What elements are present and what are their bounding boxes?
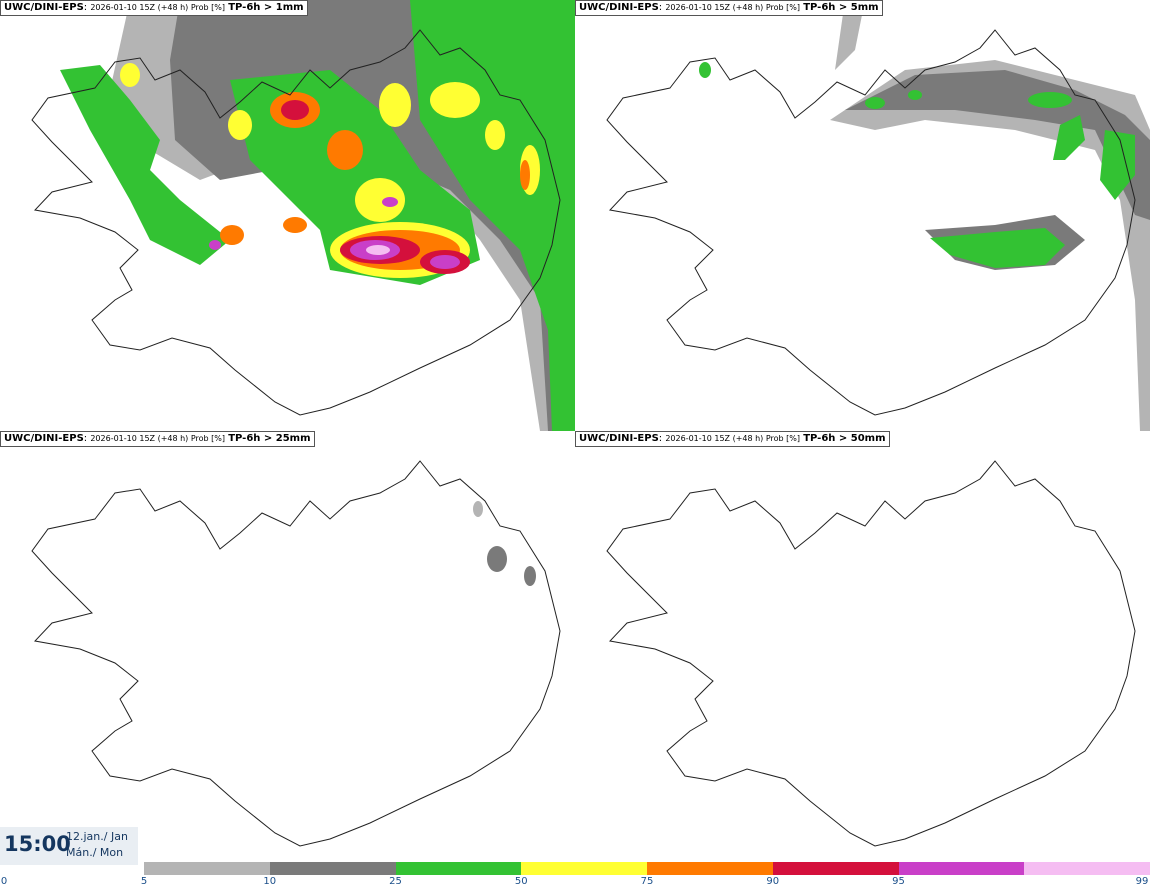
colorbar-tick-label: 10 [263,876,277,887]
model-label: UWC/DINI-EPS [4,2,84,13]
colorbar [144,862,1150,875]
map-panel-50mm: UWC/DINI-EPS: 2026-01-10 15Z (+48 h) Pro… [575,431,1150,862]
valid-date: 12.jan./ Jan [66,830,128,843]
map-panel-1mm: UWC/DINI-EPS: 2026-01-10 15Z (+48 h) Pro… [0,0,575,431]
param-label: TP-6h > 5mm [803,2,879,13]
colorbar-tick-label: 25 [389,876,402,887]
run-meta: 2026-01-10 15Z (+48 h) Prob [%] [90,3,226,12]
param-label: TP-6h > 50mm [803,433,886,444]
colorbar-tick-label: 5 [140,876,148,887]
panel-title: UWC/DINI-EPS: 2026-01-10 15Z (+48 h) Pro… [0,431,315,447]
panel-title: UWC/DINI-EPS: 2026-01-10 15Z (+48 h) Pro… [575,0,883,16]
param-label: TP-6h > 1mm [228,2,304,13]
model-label: UWC/DINI-EPS [579,433,659,444]
param-label: TP-6h > 25mm [228,433,311,444]
colorbar-segment [269,862,396,875]
valid-time: 15:00 [4,832,71,856]
map-50mm [575,431,1150,862]
colorbar-tick-label: 0 [0,876,8,887]
model-label: UWC/DINI-EPS [579,2,659,13]
colorbar-segment [521,862,647,875]
panel-title: UWC/DINI-EPS: 2026-01-10 15Z (+48 h) Pro… [0,0,308,16]
colorbar-segment [395,862,522,875]
map-panel-5mm: UWC/DINI-EPS: 2026-01-10 15Z (+48 h) Pro… [575,0,1150,431]
colorbar-tick-label: 99 [1135,876,1149,887]
colorbar-segment [647,862,773,875]
panel-title: UWC/DINI-EPS: 2026-01-10 15Z (+48 h) Pro… [575,431,890,447]
colorbar-segment [1024,862,1150,875]
run-meta: 2026-01-10 15Z (+48 h) Prob [%] [90,434,226,443]
map-panel-25mm: UWC/DINI-EPS: 2026-01-10 15Z (+48 h) Pro… [0,431,575,862]
model-label: UWC/DINI-EPS [4,433,84,444]
run-meta: 2026-01-10 15Z (+48 h) Prob [%] [665,434,801,443]
valid-weekday: Mán./ Mon [66,846,124,859]
colorbar-tick-label: 75 [640,876,654,887]
map-25mm [0,431,575,862]
colorbar-segment [144,862,270,875]
valid-time-box: 15:00 12.jan./ Jan Mán./ Mon [0,827,138,865]
colorbar-segment [898,862,1025,875]
colorbar-tick-label: 90 [766,876,780,887]
map-5mm [575,0,1150,431]
colorbar-segment [772,862,899,875]
map-1mm [0,0,575,431]
colorbar-tick-label: 95 [892,876,905,887]
colorbar-tick-label: 50 [514,876,528,887]
run-meta: 2026-01-10 15Z (+48 h) Prob [%] [665,3,801,12]
